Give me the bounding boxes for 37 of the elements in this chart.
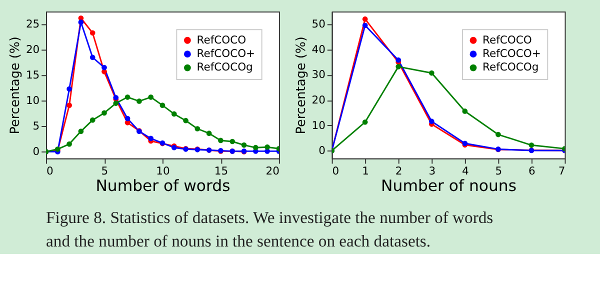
legend-label: RefCOCOg xyxy=(482,60,539,74)
legend-label: RefCOCO+ xyxy=(196,47,256,60)
x-tick-label: 0 xyxy=(46,164,54,178)
x-axis-title: Number of nouns xyxy=(381,176,517,196)
y-axis-title: Percentage (%) xyxy=(292,36,308,134)
x-tick-label: 4 xyxy=(462,164,469,178)
y-tick-label: 20 xyxy=(26,43,40,56)
y-tick-label: 10 xyxy=(26,94,40,108)
y-tick-label: 50 xyxy=(312,18,326,31)
x-tick-label: 0 xyxy=(332,164,340,178)
x-tick-label: 15 xyxy=(214,164,228,178)
legend-label: RefCOCO xyxy=(196,33,246,46)
caption: Figure 8. Statistics of datasets. We investigate the number of words xyxy=(46,208,494,227)
text: and the number of nouns in the sentence on each datasets. xyxy=(46,231,431,250)
y-tick-label: 10 xyxy=(312,118,326,132)
x-tick-label: 5 xyxy=(495,164,502,178)
x-tick-label: 5 xyxy=(101,164,108,178)
x-tick-label: 6 xyxy=(528,164,536,178)
legend-label: RefCOCO xyxy=(482,33,532,46)
x-tick-label: 1 xyxy=(362,164,369,178)
x-tick-label: 10 xyxy=(156,164,170,178)
x-tick-label: 20 xyxy=(266,164,280,178)
y-tick-label: 0 xyxy=(32,145,40,158)
y-tick-label: 15 xyxy=(26,68,40,82)
y-tick-label: 20 xyxy=(312,94,326,107)
y-tick-label: 25 xyxy=(26,18,40,31)
x-tick-label: 2 xyxy=(395,164,402,178)
x-tick-label: 7 xyxy=(558,164,566,178)
y-tick-label: 40 xyxy=(312,42,326,56)
y-axis-title: Percentage (%) xyxy=(7,36,22,134)
y-tick-label: 5 xyxy=(32,120,40,133)
legend-label: RefCOCOg xyxy=(196,60,253,74)
x-axis-title: Number of words xyxy=(96,176,230,196)
legend-label: RefCOCO+ xyxy=(482,47,541,60)
y-tick-label: 30 xyxy=(312,68,326,82)
y-tick-label: 0 xyxy=(318,144,326,158)
x-tick-label: 3 xyxy=(428,164,436,178)
